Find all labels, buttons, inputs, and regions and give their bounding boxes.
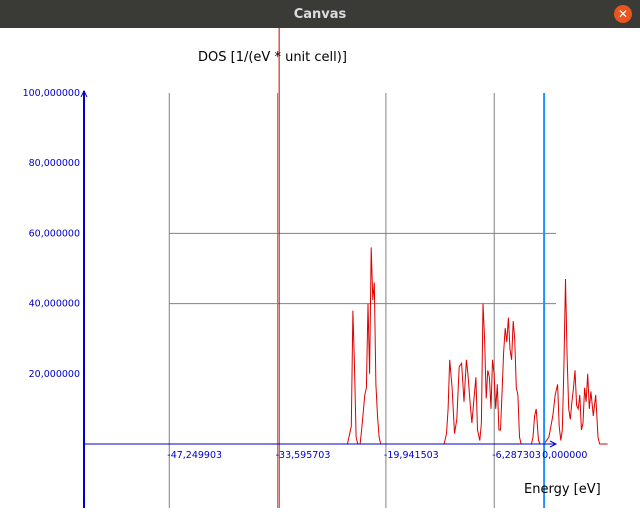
tick-labels: 20,000000 40,000000 60,000000 80,000000 100,…	[23, 88, 588, 461]
x-tick-label: -47,249903	[167, 450, 222, 461]
plot-canvas: 20,000000 40,000000 60,000000 80,000000 100,…	[0, 28, 640, 508]
y-tick-label: 100,000000	[23, 88, 80, 99]
grid-lines	[168, 93, 556, 508]
y-axis-arrow	[80, 89, 88, 98]
close-icon[interactable]: ✕	[614, 5, 632, 23]
x-axis-label: Energy [eV]	[524, 482, 601, 497]
window-title: Canvas	[293, 6, 347, 22]
x-tick-label: -19,941503	[384, 450, 439, 461]
axes	[80, 89, 558, 508]
y-tick-label: 20,000000	[29, 369, 80, 380]
close-glyph: ✕	[617, 7, 629, 21]
y-tick-label: 80,000000	[29, 158, 80, 169]
x-axis-arrow	[549, 440, 558, 448]
x-tick-label: 0,000000	[542, 450, 587, 461]
x-tick-label: -6,287303	[492, 450, 541, 461]
y-tick-label: 40,000000	[29, 299, 80, 310]
y-tick-label: 60,000000	[29, 228, 80, 239]
dos-series-line	[84, 247, 608, 445]
dos-chart: 20,000000 40,000000 60,000000 80,000000 100,…	[23, 28, 608, 508]
window-titlebar: Canvas ✕	[0, 0, 640, 28]
y-axis-label: DOS [1/(eV * unit cell)]	[198, 50, 347, 65]
x-tick-label: -33,595703	[276, 450, 331, 461]
series-layer	[84, 28, 608, 508]
